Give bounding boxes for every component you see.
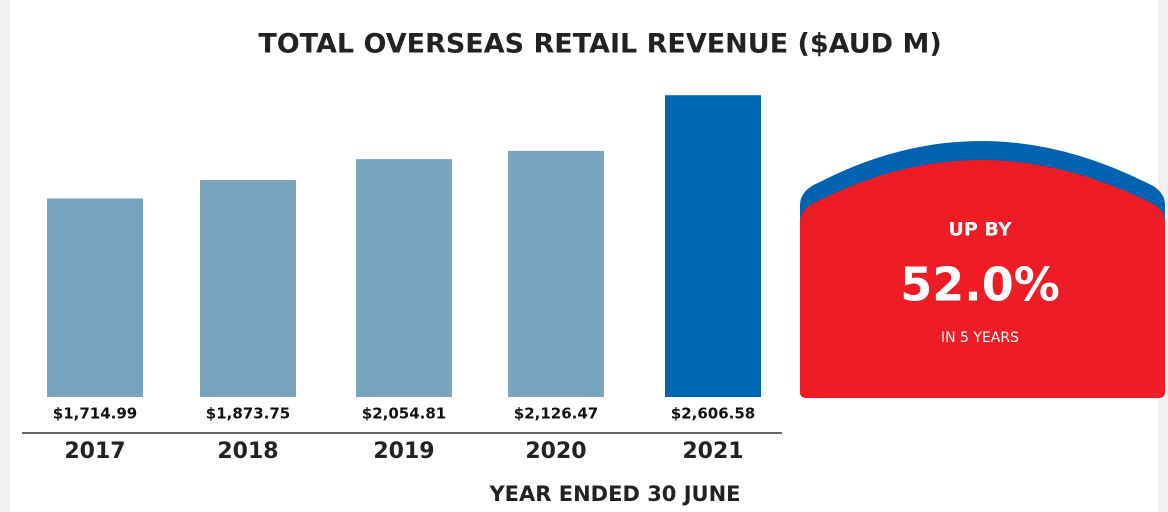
bar (508, 150, 604, 397)
x-tick-label: 2021 (682, 439, 743, 464)
value-label: $1,873.75 (206, 405, 290, 423)
left-edge (0, 0, 10, 512)
x-axis-title: YEAR ENDED 30 JUNE (488, 482, 740, 506)
bar (47, 198, 143, 397)
bar (665, 95, 761, 398)
x-tick-label: 2018 (217, 439, 278, 464)
x-tick-label: 2020 (525, 439, 586, 464)
x-tick-label: 2019 (373, 439, 434, 464)
value-label: $2,054.81 (362, 405, 446, 423)
value-label: $1,714.99 (53, 405, 137, 423)
chart-title: TOTAL OVERSEAS RETAIL REVENUE ($AUD M) (258, 29, 941, 60)
callout-value: 52.0% (900, 258, 1060, 312)
bar (356, 159, 452, 397)
bar (200, 180, 296, 397)
callout-note: IN 5 YEARS (941, 330, 1019, 346)
value-label: $2,126.47 (514, 405, 598, 423)
value-label: $2,606.58 (671, 405, 755, 423)
callout-heading: UP BY (948, 219, 1011, 241)
callout: UP BY 52.0% IN 5 YEARS (800, 141, 1165, 398)
x-tick-label: 2017 (64, 439, 125, 464)
callout-box (800, 160, 1165, 398)
